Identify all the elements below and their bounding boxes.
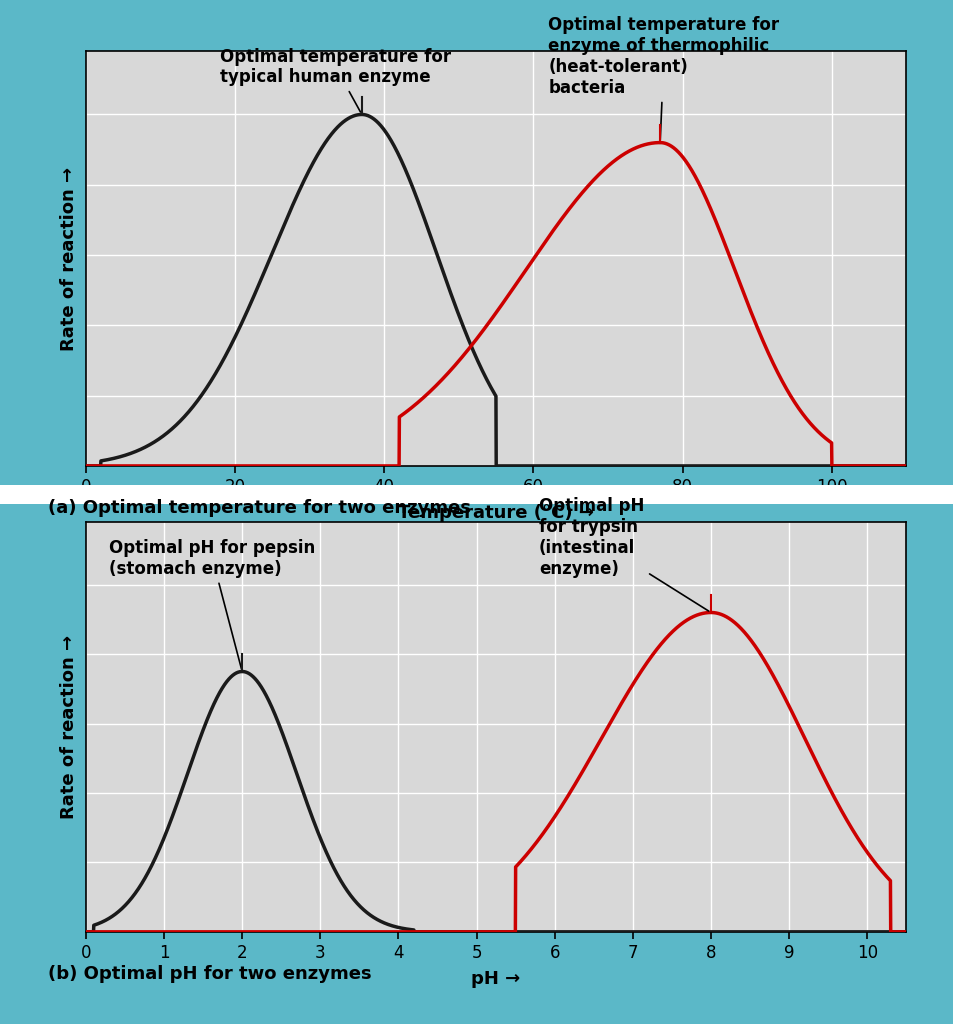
X-axis label: Temperature (°C) →: Temperature (°C) → — [397, 504, 594, 522]
Text: (b) Optimal pH for two enzymes: (b) Optimal pH for two enzymes — [48, 965, 371, 983]
Y-axis label: Rate of reaction →: Rate of reaction → — [59, 167, 77, 350]
X-axis label: pH →: pH → — [471, 970, 520, 988]
Text: Optimal temperature for
enzyme of thermophilic
(heat-tolerant)
bacteria: Optimal temperature for enzyme of thermo… — [548, 16, 779, 140]
Text: Optimal pH for pepsin
(stomach enzyme): Optimal pH for pepsin (stomach enzyme) — [110, 539, 315, 669]
Text: Optimal temperature for
typical human enzyme: Optimal temperature for typical human en… — [220, 47, 451, 112]
Text: Optimal pH
for trypsin
(intestinal
enzyme): Optimal pH for trypsin (intestinal enzym… — [538, 498, 708, 611]
Text: (a) Optimal temperature for two enzymes: (a) Optimal temperature for two enzymes — [48, 499, 470, 517]
Y-axis label: Rate of reaction →: Rate of reaction → — [59, 635, 77, 819]
